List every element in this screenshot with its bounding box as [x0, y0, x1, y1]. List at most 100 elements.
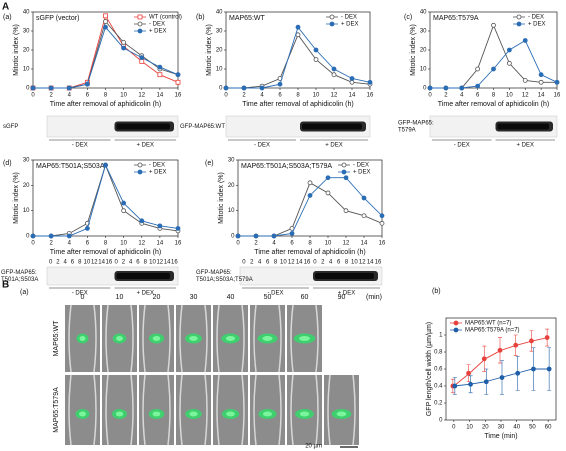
panel-label: (a) — [3, 14, 12, 21]
y-tick-label: 0 — [26, 86, 30, 92]
marker — [48, 233, 54, 239]
x-tick-label: 10 — [466, 425, 473, 431]
blot-label: sGFP — [3, 124, 18, 130]
legend-label: + DEX — [149, 170, 167, 176]
legend-marker — [453, 320, 459, 326]
marker — [491, 22, 496, 28]
lane-label: 8 — [144, 260, 148, 266]
marker — [531, 366, 536, 372]
legend-label: + DEX — [149, 29, 167, 35]
x-axis-label: Time after removal of aphidicolin (h) — [438, 101, 549, 108]
y-tick-label: 20 — [228, 183, 235, 189]
marker — [427, 85, 433, 91]
marker — [331, 72, 337, 78]
y-tick-label: 30 — [216, 29, 223, 35]
blot-label: GFP-MAP65:WT — [180, 124, 225, 130]
group-label: + DEX — [516, 143, 534, 149]
x-axis-label: Time after removal of aphidicolin (h) — [254, 249, 365, 256]
marker — [307, 180, 313, 186]
lane-label: 8 — [78, 260, 82, 266]
legend-label: - DEX — [528, 15, 544, 21]
blot-band — [116, 123, 170, 130]
panel-letter: B — [2, 280, 9, 291]
marker — [121, 200, 127, 206]
x-tick-label: 8 — [308, 241, 312, 247]
x-tick-label: 10 — [120, 93, 127, 99]
blot-label: T501A;S503A;T579A — [196, 277, 253, 283]
marker — [121, 45, 127, 51]
marker — [295, 24, 301, 30]
time-label: 50 — [264, 294, 272, 301]
lane-label: 12 — [359, 260, 366, 266]
marker — [475, 83, 481, 89]
y-tick-label: 10 — [216, 67, 223, 73]
group-label: - DEX — [72, 143, 88, 149]
marker — [139, 59, 145, 64]
x-tick-label: 6 — [86, 93, 90, 99]
legend-marker — [341, 162, 347, 168]
panel-label: (d) — [3, 160, 12, 167]
group-label: + DEX — [136, 291, 154, 297]
x-tick-label: 2 — [242, 93, 246, 99]
y-tick-label: 20 — [216, 48, 223, 54]
group-label: + DEX — [136, 143, 154, 149]
gfp-core — [189, 411, 198, 417]
marker — [103, 19, 108, 24]
panel-label: (b) — [432, 288, 441, 295]
chart-title: sGFP (vector) — [36, 15, 79, 22]
gfp-core — [79, 336, 86, 341]
x-tick-label: 8 — [492, 93, 496, 99]
blot-label: GFP-MAP65: — [196, 270, 232, 276]
y-tick-label: 10 — [420, 67, 427, 73]
blot-label: T501A;S503A — [1, 277, 38, 283]
marker — [331, 66, 337, 72]
marker — [139, 55, 145, 60]
legend-label: + DEX — [353, 170, 371, 176]
marker — [259, 85, 265, 91]
marker — [271, 233, 277, 239]
marker — [313, 57, 319, 62]
lane-label: 12 — [91, 260, 98, 266]
lane-label: 0 — [242, 260, 246, 266]
gfp-core — [115, 411, 124, 417]
x-tick-label: 10 — [120, 241, 127, 247]
x-tick-label: 50 — [529, 425, 536, 431]
marker — [307, 193, 313, 198]
x-axis-label: Time after removal of aphidicolin (h) — [242, 101, 353, 108]
x-tick-label: 16 — [175, 93, 182, 99]
marker — [497, 347, 503, 353]
marker — [361, 195, 367, 201]
gfp-core — [225, 336, 236, 341]
gfp-core — [116, 336, 123, 341]
blot-band — [116, 273, 170, 279]
x-tick-label: 16 — [367, 93, 374, 99]
cell-wall — [142, 374, 171, 446]
marker — [459, 85, 465, 91]
marker — [544, 335, 550, 340]
legend-marker — [516, 21, 522, 27]
blot-band — [315, 273, 374, 279]
y-tick-label: 10 — [23, 208, 30, 214]
x-tick-label: 2 — [444, 93, 448, 99]
legend-marker — [137, 14, 143, 20]
marker — [103, 162, 108, 168]
cell-wall — [290, 374, 319, 446]
y-tick-label: 0.6 — [434, 367, 443, 373]
lane-label: 14 — [296, 260, 303, 266]
y-tick-label: 40 — [216, 10, 223, 16]
lane-label: 2 — [56, 260, 60, 266]
gfp-core — [336, 411, 347, 417]
group-label: - DEX — [72, 291, 88, 297]
time-label: 60 — [301, 294, 309, 301]
x-tick-label: 14 — [361, 241, 368, 247]
marker — [554, 79, 560, 85]
x-tick-label: 6 — [476, 93, 480, 99]
x-tick-label: 4 — [272, 241, 276, 247]
marker — [48, 85, 54, 91]
legend-label: WT (control) — [149, 15, 182, 21]
legend-marker — [516, 14, 522, 20]
y-tick-label: 0.8 — [434, 350, 443, 356]
marker — [157, 64, 163, 70]
y-axis-label: Mitotic index (%) — [410, 24, 417, 76]
